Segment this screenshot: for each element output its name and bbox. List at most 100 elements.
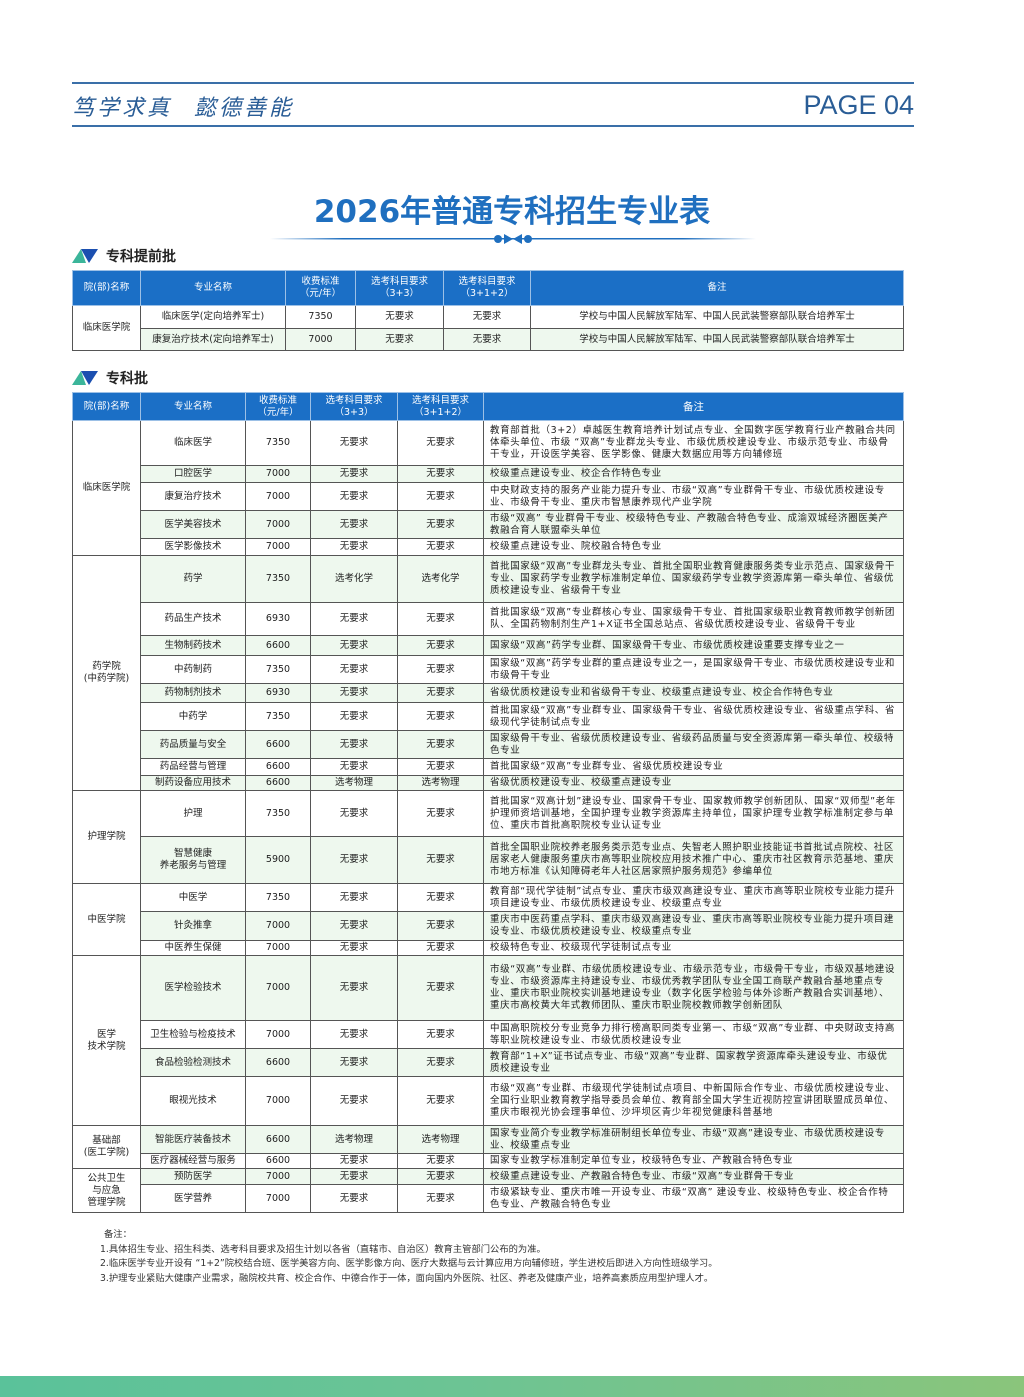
- table-row: 医学影像技术 7000 无要求 无要求 校级重点建设专业、院校融合特色专业: [73, 538, 904, 556]
- subject-requirement-3-3: 无要求: [310, 836, 398, 884]
- table-row: 针灸推拿 7000 无要求 无要求 重庆市中医药重点学科、重庆市级双高建设专业、重庆市高…: [73, 911, 904, 941]
- tuition-fee: 7350: [245, 655, 311, 684]
- tuition-fee: 6600: [245, 635, 311, 656]
- subject-requirement-3-1-2: 无要求: [443, 328, 531, 351]
- subject-requirement-3-1-2: 无要求: [397, 730, 484, 759]
- subject-requirement-3-1-2: 无要求: [397, 911, 484, 941]
- major-name: 口腔医学: [140, 465, 246, 483]
- subject-requirement-3-3: 无要求: [355, 328, 444, 351]
- subject-requirement-3-1-2: 无要求: [397, 1168, 484, 1185]
- remark: 省级优质校建设专业、校级重点建设专业: [483, 775, 904, 791]
- college-name: 公共卫生 与应急 管理学院: [72, 1168, 141, 1213]
- tuition-fee: 6600: [245, 775, 311, 791]
- footer-gradient-bar: [0, 1376, 1024, 1397]
- subject-requirement-3-1-2: 无要求: [397, 482, 484, 511]
- column-header: 收费标准 （元/年）: [245, 392, 311, 421]
- subject-requirement-3-1-2: 无要求: [397, 1076, 484, 1126]
- tuition-fee: 7350: [245, 790, 311, 837]
- major-name: 医学营养: [140, 1184, 246, 1213]
- tuition-fee: 7000: [245, 482, 311, 511]
- footnote-label: 备注：: [104, 1229, 132, 1240]
- subject-requirement-3-3: 无要求: [310, 883, 398, 912]
- tuition-fee: 7350: [245, 702, 311, 731]
- table-row: 医学 技术学院 医学检验技术 7000 无要求 无要求 市级“双高”专业群、市级优质校建设…: [72, 955, 904, 1126]
- tuition-fee: 7000: [245, 1168, 311, 1185]
- column-header: 备注: [530, 270, 904, 306]
- column-header: 选考科目要求 （3+3）: [355, 270, 444, 306]
- subject-requirement-3-3: 无要求: [310, 758, 398, 776]
- subject-requirement-3-1-2: 无要求: [397, 465, 484, 483]
- tuition-fee: 5900: [245, 836, 311, 884]
- subject-requirement-3-1-2: 无要求: [397, 1020, 484, 1049]
- remark: 国家专业简介专业教学标准研制组长单位专业、市级“双高”建设专业、市级优质校建设专…: [483, 1125, 904, 1154]
- remark: 市级“双高” 专业群骨干专业、校级特色专业、产教融合特色专业、成渝双城经济圈医美…: [483, 510, 904, 539]
- table-row: 中药制药 7350 无要求 无要求 国家级“双高”药学专业群的重点建设专业之一，是国家级…: [73, 655, 904, 684]
- table-row: 中医养生保健 7000 无要求 无要求 校级特色专业、校级现代学徒制试点专业: [73, 940, 904, 956]
- remark: 首批国家级“双高”专业群核心专业、国家级骨干专业、首批国家级职业教育教师教学创新…: [483, 602, 904, 636]
- subject-requirement-3-1-2: 无要求: [397, 635, 484, 656]
- subject-requirement-3-1-2: 选考化学: [397, 555, 484, 603]
- major-name: 食品检验检测技术: [140, 1048, 246, 1077]
- major-name: 中医养生保健: [140, 940, 246, 956]
- column-header: 院(部)名称: [72, 270, 141, 306]
- column-header: 备注: [483, 392, 904, 421]
- subject-requirement-3-3: 无要求: [355, 305, 444, 329]
- subject-requirement-3-1-2: 无要求: [397, 790, 484, 837]
- subject-requirement-3-3: 无要求: [310, 730, 398, 759]
- remark: 首批国家级“双高”专业群专业、省级优质校建设专业: [483, 758, 904, 776]
- subject-requirement-3-1-2: 无要求: [397, 683, 484, 703]
- subject-requirement-3-3: 选考化学: [310, 555, 398, 603]
- tuition-fee: 7000: [285, 328, 356, 351]
- subject-requirement-3-1-2: 无要求: [397, 702, 484, 731]
- table-row: 中药学 7350 无要求 无要求 首批国家级“双高”专业群专业、国家级骨干专业、省级优质…: [73, 702, 904, 731]
- remark: 中国高职院校分专业竞争力排行榜高职同类专业第一、市级“双高”专业群、中央财政支持…: [483, 1020, 904, 1049]
- tuition-fee: 7350: [245, 555, 311, 603]
- footnote-item: 1.具体招生专业、招生科类、选考科目要求及招生计划以各省（直辖市、自治区）教育主…: [100, 1243, 546, 1255]
- subject-requirement-3-3: 无要求: [310, 482, 398, 511]
- subject-requirement-3-3: 无要求: [310, 635, 398, 656]
- college-name: 基础部 (医工学院): [72, 1125, 141, 1169]
- subject-requirement-3-3: 选考物理: [310, 1125, 398, 1154]
- college-name: 药学院 (中药学院): [72, 555, 141, 791]
- subject-requirement-3-1-2: 选考物理: [397, 775, 484, 791]
- tuition-fee: 6930: [245, 602, 311, 636]
- table-row: 临床医学院 临床医学 7350 无要求 无要求 教育部首批（3+2）卓越医生教育培养计划试…: [72, 420, 904, 556]
- college-name: 中医学院: [72, 883, 141, 956]
- major-name: 制药设备应用技术: [140, 775, 246, 791]
- major-name: 预防医学: [140, 1168, 246, 1185]
- remark: 教育部首批（3+2）卓越医生教育培养计划试点专业、全国数字医学教育行业产教融合共…: [483, 420, 904, 466]
- college-name: 临床医学院: [72, 420, 141, 556]
- subject-requirement-3-1-2: 无要求: [397, 955, 484, 1021]
- tuition-fee: 7350: [245, 883, 311, 912]
- subject-requirement-3-3: 无要求: [310, 538, 398, 556]
- table-row: 医疗器械经营与服务 6600 无要求 无要求 国家专业教学标准制定单位专业，校级特色专业…: [73, 1153, 904, 1169]
- major-name: 临床医学: [140, 420, 246, 466]
- table-row: 卫生检验与检疫技术 7000 无要求 无要求 中国高职院校分专业竞争力排行榜高职同类专业…: [73, 1020, 904, 1049]
- tuition-fee: 7000: [245, 1184, 311, 1213]
- subject-requirement-3-1-2: 无要求: [397, 1184, 484, 1213]
- remark: 学校与中国人民解放军陆军、中国人民武装警察部队联合培养军士: [530, 305, 904, 329]
- subject-requirement-3-1-2: 无要求: [397, 1048, 484, 1077]
- table-row: 临床医学院 临床医学(定向培养军士) 7350 无要求 无要求 学校与中国人民解放军陆军、…: [72, 305, 904, 351]
- subject-requirement-3-3: 无要求: [310, 911, 398, 941]
- subject-requirement-3-3: 无要求: [310, 1184, 398, 1213]
- college-name: 临床医学院: [72, 305, 141, 351]
- subject-requirement-3-3: 无要求: [310, 1168, 398, 1185]
- tuition-fee: 7000: [245, 538, 311, 556]
- table-row: 眼视光技术 7000 无要求 无要求 市级“双高”专业群、市级现代学徒制试点项目、中新国…: [73, 1076, 904, 1126]
- subject-requirement-3-3: 无要求: [310, 683, 398, 703]
- table-row: 智慧健康 养老服务与管理 5900 无要求 无要求 首批全国职业院校养老服务类示范专业点…: [73, 836, 904, 884]
- tuition-fee: 6600: [245, 1153, 311, 1169]
- subject-requirement-3-3: 无要求: [310, 1020, 398, 1049]
- college-name: 医学 技术学院: [72, 955, 141, 1126]
- subject-requirement-3-1-2: 无要求: [397, 1153, 484, 1169]
- table-row: 医学营养 7000 无要求 无要求 市级紧缺专业、重庆市唯一开设专业、市级“双高” 建设…: [73, 1184, 904, 1213]
- subject-requirement-3-3: 无要求: [310, 1153, 398, 1169]
- major-name: 卫生检验与检疫技术: [140, 1020, 246, 1049]
- major-name: 护理: [140, 790, 246, 837]
- section-heading-early: 专科提前批: [72, 246, 176, 266]
- college-name: 护理学院: [72, 790, 141, 884]
- major-name: 康复治疗技术: [140, 482, 246, 511]
- tuition-fee: 7000: [245, 911, 311, 941]
- major-name: 药学: [140, 555, 246, 603]
